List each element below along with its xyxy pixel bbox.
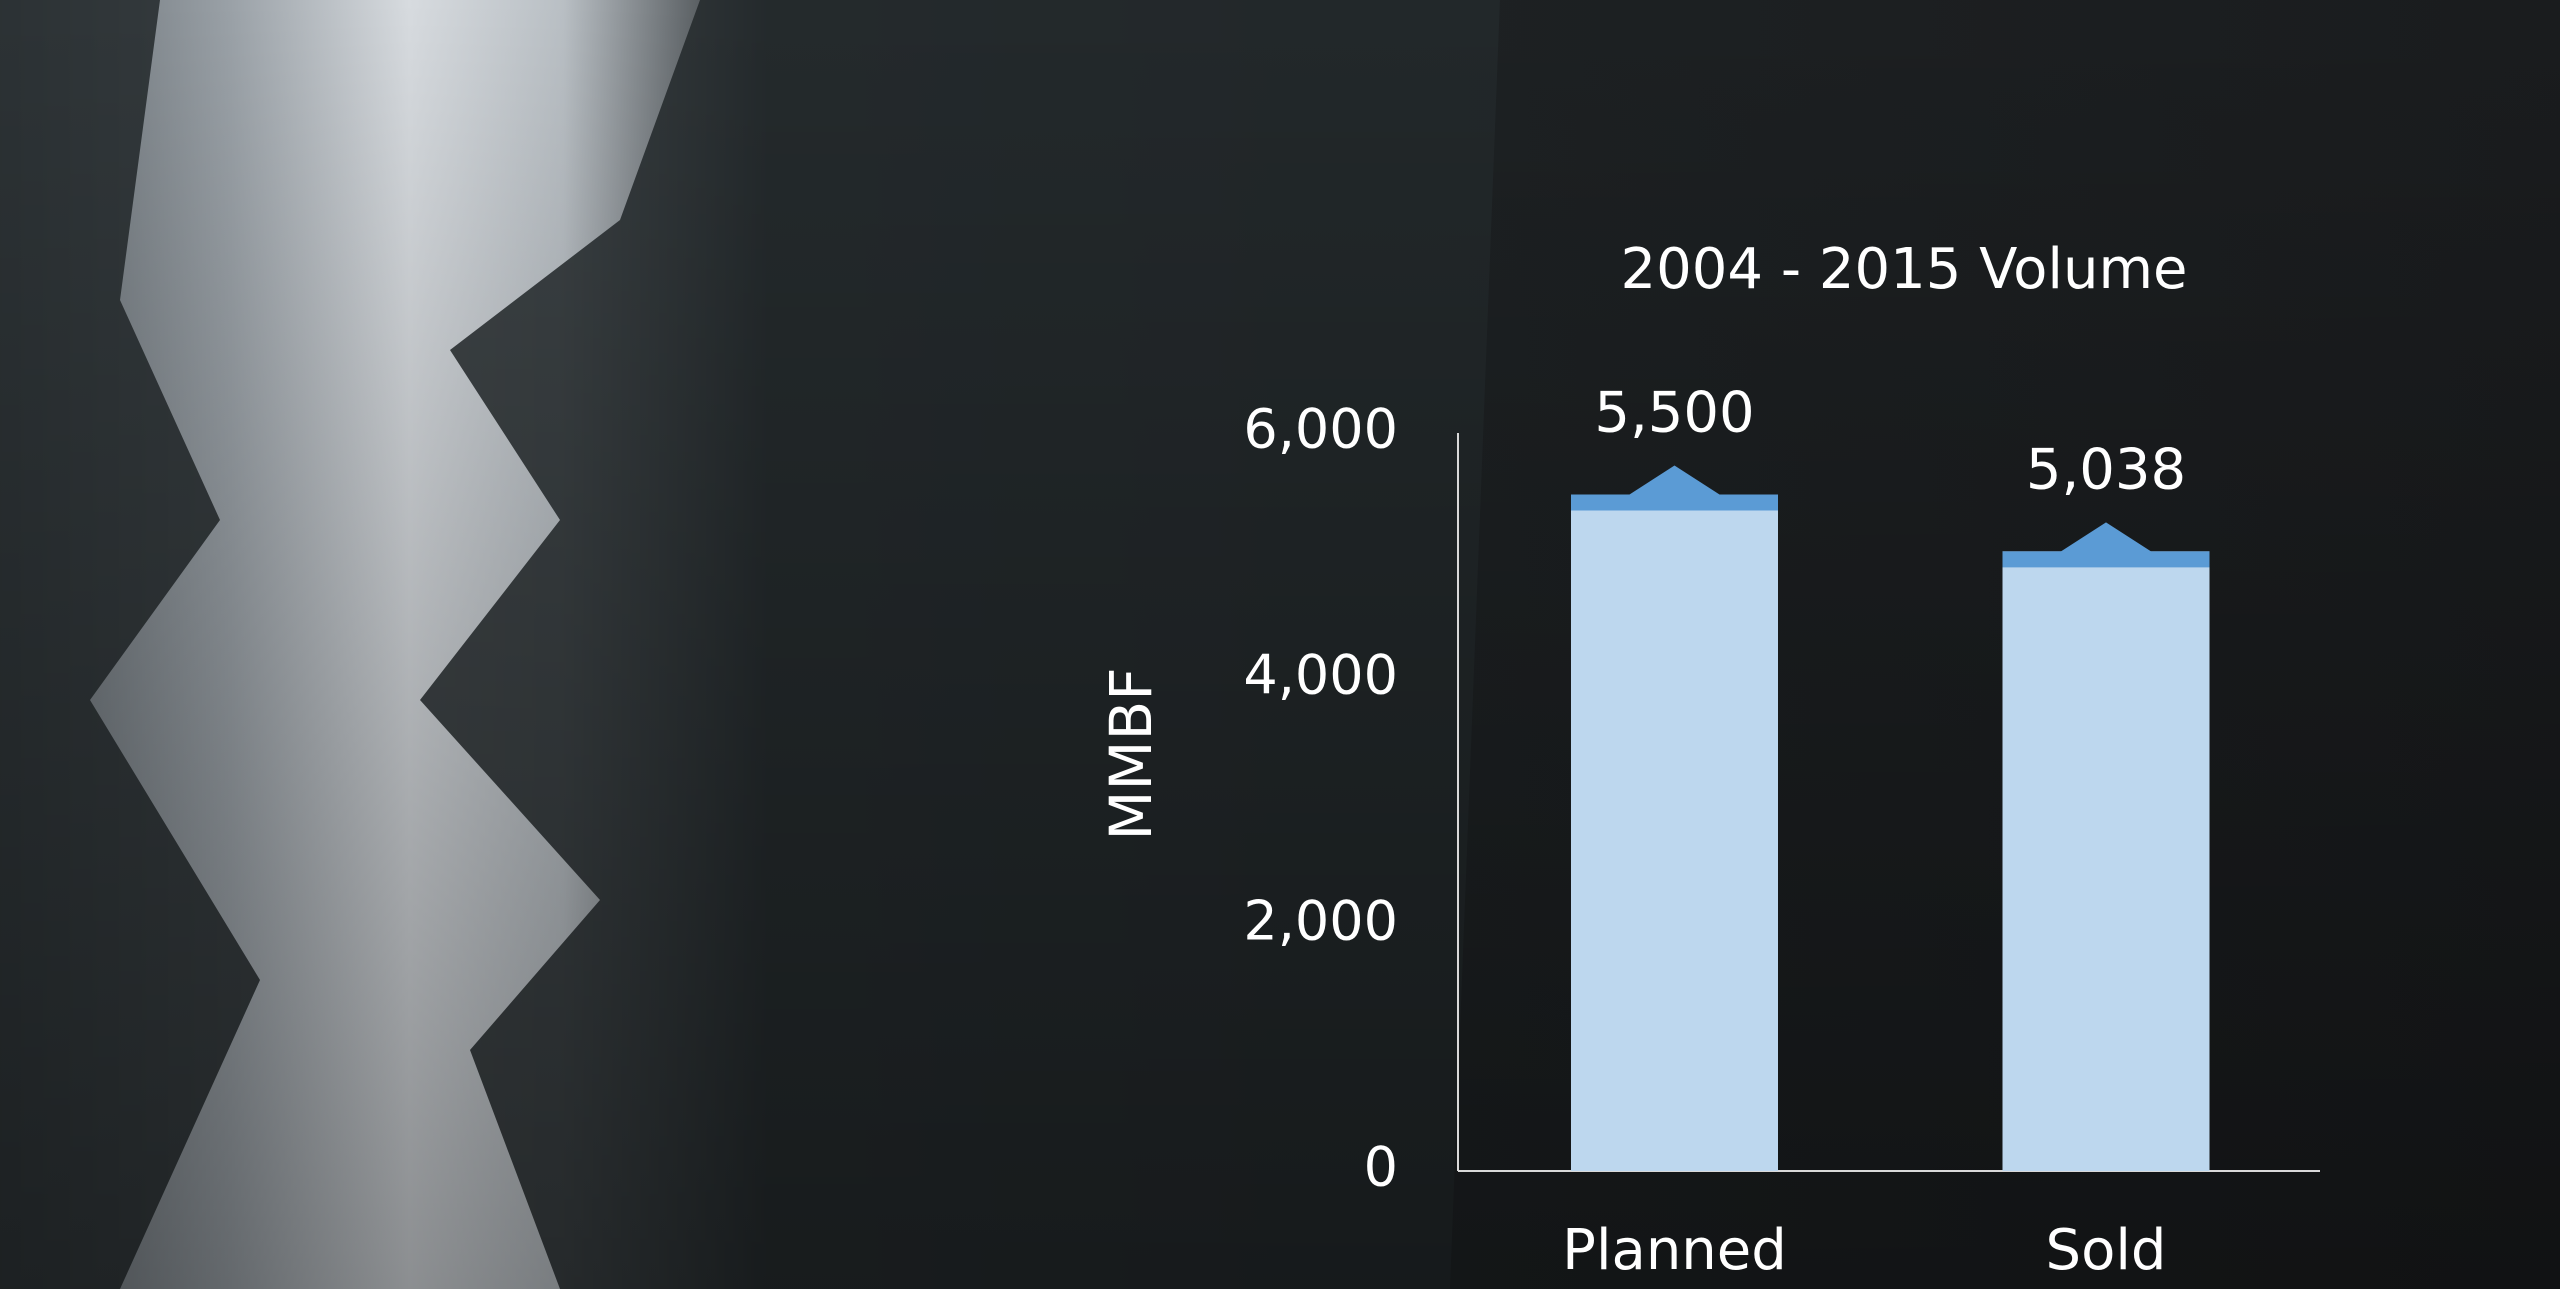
- bar-cap: [1571, 465, 1778, 511]
- y-tick-label: 4,000: [1243, 644, 1398, 707]
- y-tick-label: 2,000: [1243, 890, 1398, 953]
- value-label: 5,500: [1594, 381, 1754, 446]
- bar: [2002, 551, 2210, 1171]
- x-tick-label: Planned: [1562, 1218, 1787, 1283]
- y-tick-label: 0: [1364, 1136, 1398, 1199]
- bar-cap: [2002, 522, 2210, 568]
- x-tick-label: Sold: [2046, 1218, 2167, 1283]
- y-tick-label: 6,000: [1243, 398, 1398, 461]
- value-label: 5,038: [2026, 437, 2186, 502]
- y-axis-label: MMBF: [1097, 667, 1165, 840]
- chart-title: 2004 - 2015 Volume: [1621, 237, 2188, 302]
- bar: [1571, 494, 1778, 1171]
